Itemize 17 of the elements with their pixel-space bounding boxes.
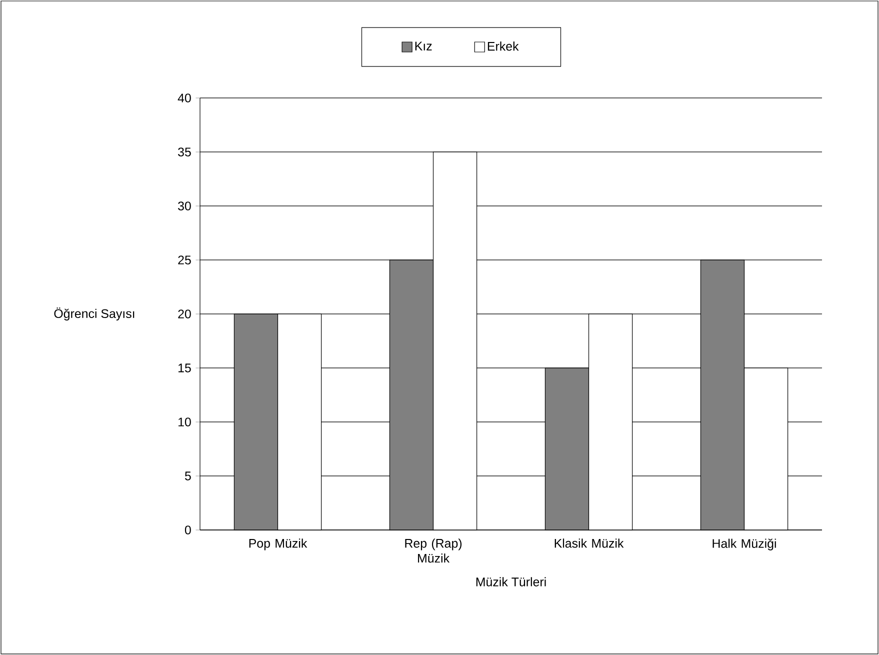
- y-tick-label: 5: [184, 472, 191, 480]
- y-tick-label: 40: [178, 94, 191, 102]
- y-tick-label: 30: [178, 202, 191, 210]
- x-tick-label: Pop Müzik: [249, 538, 308, 550]
- legend-label: Erkek: [488, 42, 519, 51]
- x-tick-label: Klasik Müzik: [554, 538, 624, 548]
- y-tick-label: 20: [178, 310, 191, 318]
- y-tick-label: 10: [178, 418, 191, 426]
- legend-label: Kız: [415, 42, 432, 50]
- x-axis-title: Müzik Türleri: [476, 577, 546, 586]
- y-tick-label: 15: [178, 364, 191, 372]
- y-axis-title: Öğrenci Sayısı: [54, 307, 134, 320]
- y-tick-label: 25: [178, 256, 191, 264]
- x-tick-label: Halk Müziği: [712, 538, 776, 550]
- y-tick-label: 0: [184, 526, 191, 534]
- x-tick-label: Rep (Rap) Müzik: [405, 538, 462, 563]
- y-tick-label: 35: [178, 148, 191, 156]
